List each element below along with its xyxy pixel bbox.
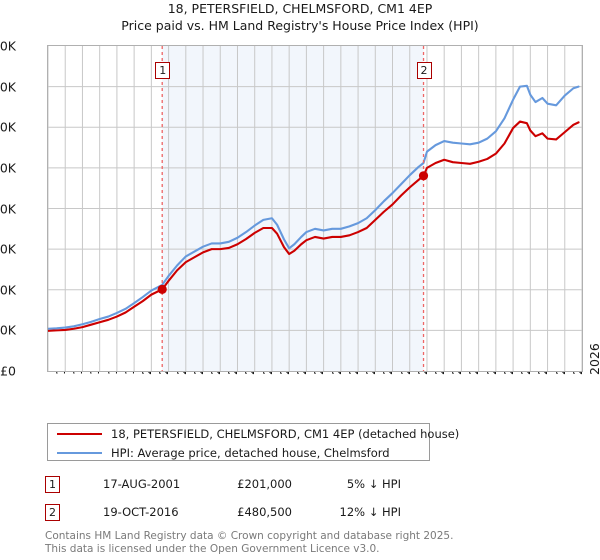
transaction-date: 19-OCT-2016 <box>103 505 179 519</box>
footer-line-1: Contains HM Land Registry data © Crown c… <box>45 530 454 542</box>
table-row: 2 19-OCT-2016 £480,500 12% ↓ HPI <box>45 501 445 529</box>
y-axis-tick-label: £600K <box>0 119 16 135</box>
y-axis-tick-label: £400K <box>0 201 16 216</box>
transaction-hpi-delta: 5% ↓ HPI <box>346 477 401 491</box>
chart-title: 18, PETERSFIELD, CHELMSFORD, CM1 4EP <box>167 1 433 16</box>
x-axis-tick-label: 2026 <box>587 343 600 375</box>
legend-swatch-price-paid <box>57 432 102 435</box>
transaction-price: £201,000 <box>237 477 292 491</box>
plot-area <box>47 45 583 372</box>
chart-subtitle: Price paid vs. HM Land Registry's House … <box>121 18 479 33</box>
legend-item: HPI: Average price, detached house, Chel… <box>48 443 429 462</box>
transaction-date: 17-AUG-2001 <box>103 477 181 491</box>
legend-swatch-hpi <box>57 451 102 454</box>
transaction-price: £480,500 <box>237 505 292 519</box>
transaction-marker-2: 2 <box>45 504 60 521</box>
chart-canvas <box>48 46 582 371</box>
legend-label-hpi: HPI: Average price, detached house, Chel… <box>111 445 390 460</box>
y-axis-tick-label: £500K <box>0 160 16 176</box>
legend-item: 18, PETERSFIELD, CHELMSFORD, CM1 4EP (de… <box>48 424 459 443</box>
footer-attribution: Contains HM Land Registry data © Crown c… <box>45 530 585 555</box>
chart-legend: 18, PETERSFIELD, CHELMSFORD, CM1 4EP (de… <box>47 423 459 462</box>
transaction-marker-1: 1 <box>45 476 60 493</box>
y-axis-tick-label: £700K <box>0 79 16 95</box>
page-title: 18, PETERSFIELD, CHELMSFORD, CM1 4EP Pri… <box>0 0 600 34</box>
transaction-hpi-delta: 12% ↓ HPI <box>339 505 401 519</box>
y-axis-tick-label: £800K <box>0 38 16 54</box>
event-marker-1: 1 <box>155 62 171 79</box>
y-axis-tick-label: £100K <box>0 322 16 338</box>
footer-line-2: This data is licensed under the Open Gov… <box>45 542 380 555</box>
event-marker-2: 2 <box>416 62 432 79</box>
y-axis-tick-label: £300K <box>0 241 16 257</box>
legend-label-price-paid: 18, PETERSFIELD, CHELMSFORD, CM1 4EP (de… <box>111 426 460 441</box>
transactions-table: 1 17-AUG-2001 £201,000 5% ↓ HPI 2 19-OCT… <box>45 473 445 529</box>
table-row: 1 17-AUG-2001 £201,000 5% ↓ HPI <box>45 473 445 501</box>
y-axis-tick-label: £0 <box>0 363 16 379</box>
y-axis-tick-label: £200K <box>0 282 16 298</box>
